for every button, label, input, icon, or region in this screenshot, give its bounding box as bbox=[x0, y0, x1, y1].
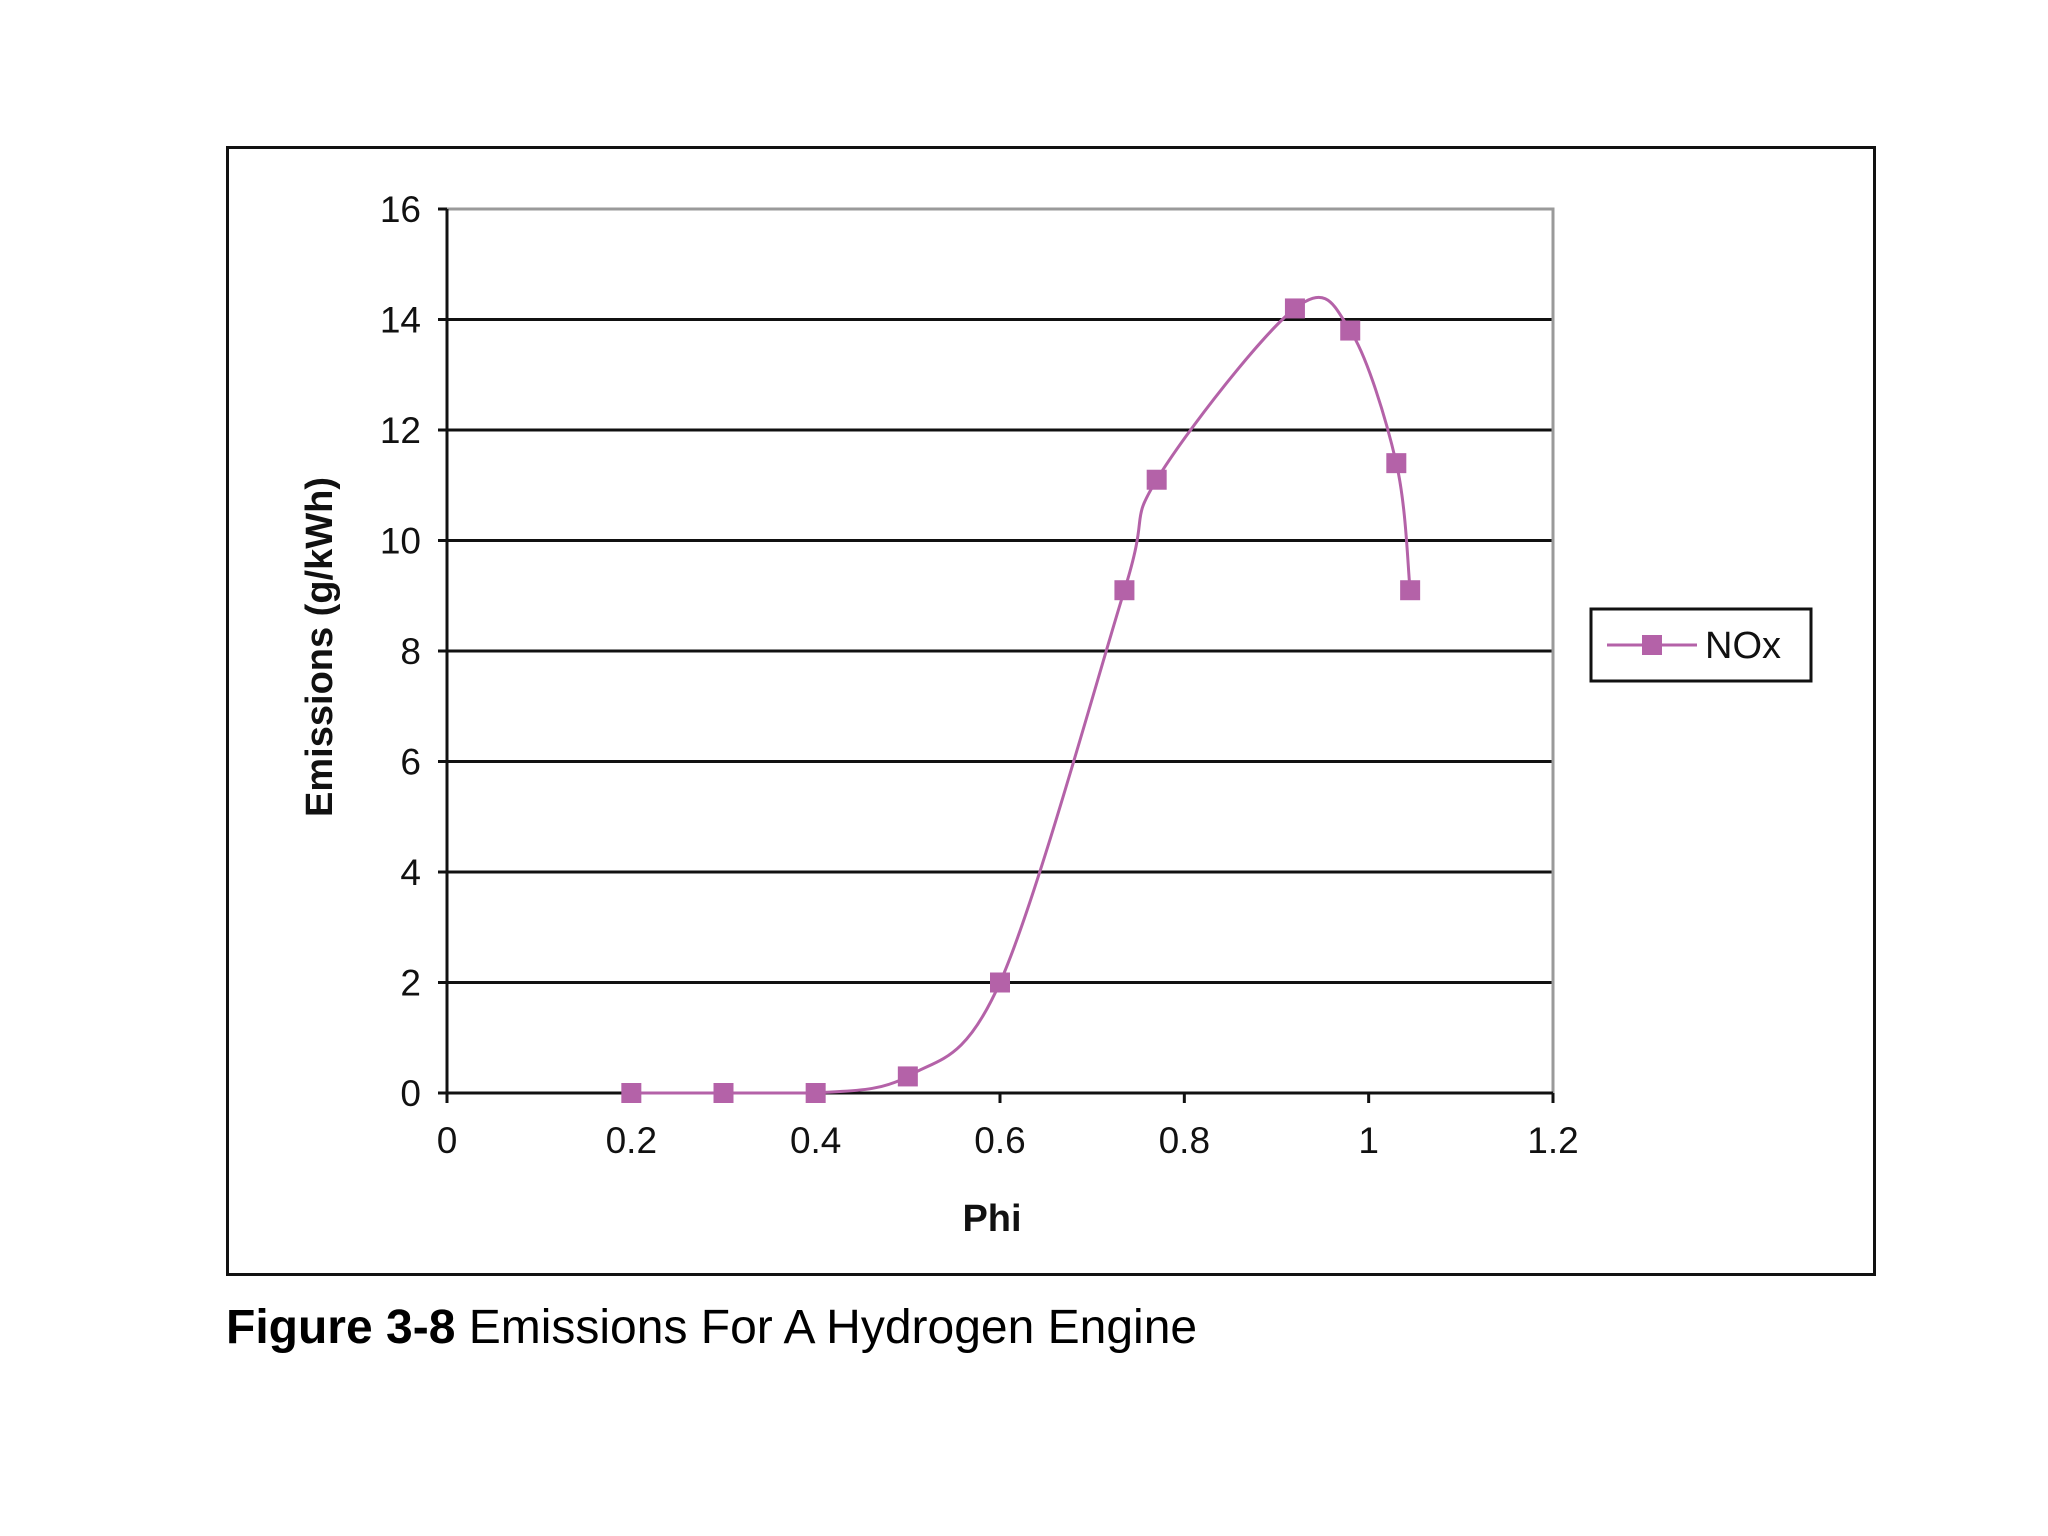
legend-label-nox: NOx bbox=[1705, 625, 1781, 667]
y-tick-label: 14 bbox=[380, 300, 421, 341]
y-tick-label: 6 bbox=[400, 742, 421, 783]
series-layer bbox=[621, 295, 1421, 1103]
legend-marker-swatch bbox=[1642, 635, 1662, 655]
y-tick-label: 10 bbox=[380, 521, 421, 562]
x-tick-label: 0.2 bbox=[606, 1120, 657, 1161]
x-tick-label: 0 bbox=[437, 1120, 458, 1161]
x-axis-title: Phi bbox=[962, 1198, 1021, 1240]
data-point-nox-6 bbox=[1146, 469, 1167, 490]
chart-frame: 0 2 4 6 8 10 12 14 16 0 0.2 0.4 0.6 0.8 1 1.2 Phi Emiss… bbox=[226, 146, 1876, 1276]
x-tick-label: 0.6 bbox=[974, 1120, 1025, 1161]
data-point-nox-9 bbox=[1386, 453, 1407, 474]
y-tick-label: 16 bbox=[380, 189, 421, 230]
y-tick-label: 4 bbox=[400, 852, 421, 893]
tick-labels: 0 2 4 6 8 10 12 14 16 0 0.2 0.4 0.6 0.8 1 1.2 bbox=[380, 189, 1579, 1161]
y-tick-label: 0 bbox=[400, 1073, 421, 1114]
data-point-nox-0 bbox=[621, 1083, 642, 1103]
x-tick-label: 1 bbox=[1358, 1120, 1379, 1161]
x-tick-label: 0.4 bbox=[790, 1120, 841, 1161]
y-axis-title: Emissions (g/kWh) bbox=[299, 477, 341, 817]
x-tick-label: 0.8 bbox=[1159, 1120, 1210, 1161]
axes bbox=[438, 207, 1555, 1103]
gridlines bbox=[447, 318, 1553, 984]
caption-figure-number: Figure 3-8 bbox=[226, 1301, 456, 1354]
data-point-nox-2 bbox=[805, 1083, 826, 1103]
x-tick-label: 1.2 bbox=[1527, 1120, 1578, 1161]
data-point-nox-10 bbox=[1400, 580, 1421, 601]
y-tick-label: 8 bbox=[400, 631, 421, 672]
data-point-nox-1 bbox=[713, 1083, 734, 1103]
data-point-nox-7 bbox=[1284, 298, 1305, 319]
caption-text: Emissions For A Hydrogen Engine bbox=[455, 1301, 1198, 1354]
data-point-nox-8 bbox=[1340, 320, 1361, 341]
nox-emissions-chart: 0 2 4 6 8 10 12 14 16 0 0.2 0.4 0.6 0.8 1 1.2 Phi Emiss… bbox=[299, 189, 1813, 1240]
legend: NOx bbox=[1589, 607, 1813, 683]
figure-caption: Figure 3-8 Emissions For A Hydrogen Engi… bbox=[226, 1300, 1197, 1355]
y-tick-label: 2 bbox=[400, 963, 421, 1004]
data-point-nox-4 bbox=[990, 972, 1010, 993]
series-line-nox bbox=[631, 295, 1412, 1095]
data-point-nox-3 bbox=[897, 1066, 918, 1087]
data-point-nox-5 bbox=[1114, 580, 1135, 601]
y-tick-label: 12 bbox=[380, 410, 421, 451]
